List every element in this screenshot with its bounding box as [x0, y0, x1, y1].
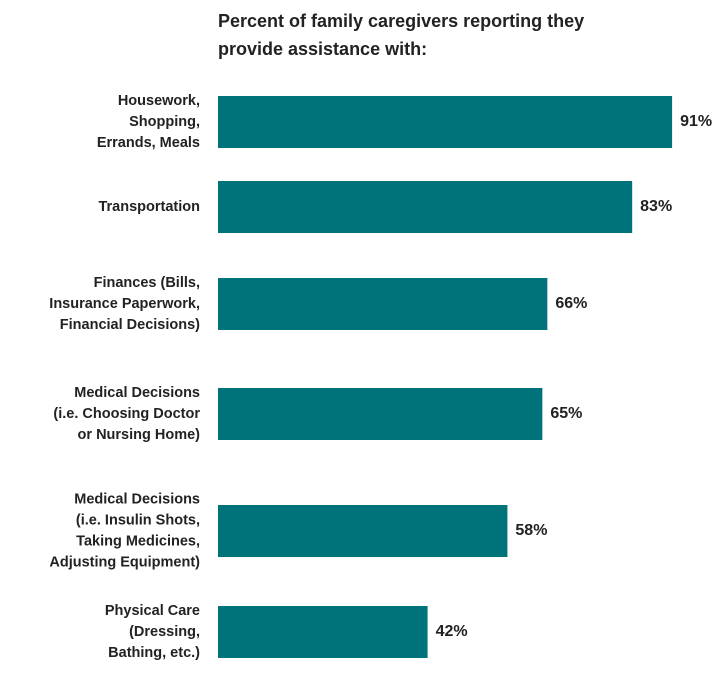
category-label: Medical Decisions (i.e. Choosing Doctor or… [53, 385, 200, 443]
category-label: Medical Decisions (i.e. Insulin Shots, Tak… [49, 491, 200, 570]
value-label: 65% [550, 405, 582, 422]
value-label: 58% [515, 522, 547, 539]
value-label: 91% [680, 113, 712, 130]
category-label: Physical Care (Dressing, Bathing, etc.) [105, 603, 200, 661]
bar [218, 505, 508, 557]
bar [218, 388, 543, 440]
category-label: Transportation [98, 199, 200, 215]
bar [218, 96, 673, 148]
chart-title: Percent of family caregivers reporting t… [218, 11, 584, 59]
bar [218, 606, 428, 658]
value-label: 42% [436, 623, 468, 640]
category-label: Finances (Bills, Insurance Paperwork, Fina… [49, 275, 200, 333]
value-label: 83% [640, 198, 672, 215]
value-label: 66% [555, 295, 587, 312]
bar [218, 278, 548, 330]
category-label: Housework, Shopping, Errands, Meals [97, 93, 200, 151]
bar [218, 181, 633, 233]
